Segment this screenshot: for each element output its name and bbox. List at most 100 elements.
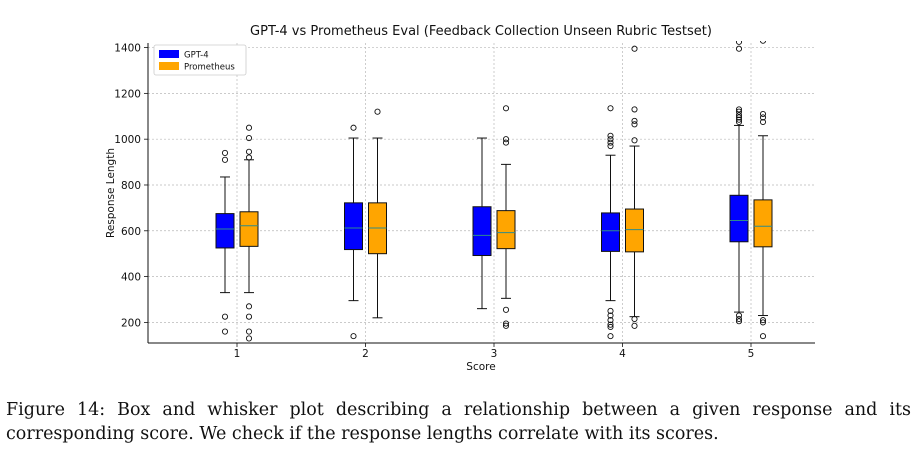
outlier-point <box>631 117 638 124</box>
box-gpt-4-score-2 <box>344 124 363 340</box>
box-iqr <box>472 206 492 257</box>
legend: GPT-4 Prometheus <box>153 44 247 76</box>
legend-swatch-gpt-4 <box>159 50 179 58</box>
box-plot-chart: GPT-4 vs Prometheus Eval (Feedback Colle… <box>105 24 815 373</box>
y-tick-label: 1200 <box>114 88 141 100</box>
outlier-point <box>735 106 743 113</box>
outlier-point <box>245 303 253 310</box>
outlier-point <box>245 154 253 161</box>
box-gpt-4-score-3 <box>472 137 492 310</box>
outlier-point <box>735 315 743 323</box>
outlier-point <box>735 41 743 45</box>
outlier-point <box>607 136 614 143</box>
outlier-point <box>221 328 229 335</box>
legend-swatch-prometheus <box>159 62 179 70</box>
outlier-point <box>245 134 253 142</box>
box-iqr <box>625 208 644 253</box>
outlier-point <box>631 106 638 113</box>
box-prometheus-score-4 <box>625 45 644 329</box>
box-gpt-4-score-4 <box>601 105 620 340</box>
outlier-point <box>759 114 767 121</box>
outlier-point <box>350 124 357 131</box>
box-prometheus-score-1 <box>239 124 259 342</box>
box-prometheus-score-5 <box>753 41 773 340</box>
chart-title: GPT-4 vs Prometheus Eval (Feedback Colle… <box>250 24 712 39</box>
outlier-point <box>607 321 614 328</box>
outlier-point <box>245 328 253 335</box>
outlier-point <box>221 156 229 163</box>
outlier-point <box>759 110 767 118</box>
outlier-point <box>350 333 357 340</box>
box-iqr <box>215 213 235 249</box>
outlier-point <box>735 108 743 115</box>
box-iqr <box>496 210 516 250</box>
box-iqr <box>601 212 620 252</box>
outlier-point <box>221 149 229 156</box>
outlier-point <box>735 118 743 126</box>
y-tick-label: 1000 <box>114 134 141 146</box>
outlier-point <box>221 313 229 320</box>
legend-label: Prometheus <box>184 63 235 73</box>
x-tick-label: 3 <box>491 348 498 360</box>
outlier-point <box>759 333 767 340</box>
outlier-point <box>759 319 767 326</box>
box-prometheus-score-2 <box>368 108 387 319</box>
x-tick-label: 4 <box>619 348 626 360</box>
outlier-point <box>502 139 510 146</box>
axis-ticks: 200 400 600 800 1000 1200 1400 1 2 3 4 5 <box>114 43 754 360</box>
outlier-point <box>607 323 614 331</box>
outlier-point <box>607 139 614 146</box>
outlier-point <box>759 41 767 44</box>
outlier-point <box>374 108 381 115</box>
outlier-point <box>502 136 510 143</box>
outlier-point <box>502 322 510 329</box>
outlier-point <box>631 137 638 144</box>
outlier-point <box>245 124 253 131</box>
box-iqr <box>239 211 259 247</box>
outlier-point <box>245 335 253 342</box>
y-tick-label: 200 <box>121 317 141 329</box>
outlier-point <box>502 306 510 313</box>
y-tick-label: 400 <box>121 272 141 284</box>
outlier-point <box>735 116 743 123</box>
outlier-point <box>735 112 743 119</box>
outlier-point <box>735 114 743 121</box>
outlier-point <box>631 315 638 323</box>
y-tick-label: 600 <box>121 226 141 238</box>
y-tick-label: 800 <box>121 180 141 192</box>
outlier-point <box>502 105 510 112</box>
x-tick-label: 2 <box>362 348 369 360</box>
box-prometheus-score-3 <box>496 105 516 329</box>
outlier-point <box>759 317 767 324</box>
y-axis-label: Response Length <box>105 148 117 238</box>
box-iqr <box>729 194 749 243</box>
outlier-point <box>502 320 510 327</box>
outlier-point <box>735 45 743 52</box>
legend-label: GPT-4 <box>184 51 209 61</box>
outlier-point <box>245 148 253 155</box>
outlier-point <box>631 45 638 52</box>
outlier-point <box>759 118 767 126</box>
y-tick-label: 1400 <box>114 43 141 55</box>
box-series <box>215 41 773 342</box>
outlier-point <box>607 333 614 340</box>
x-tick-label: 5 <box>748 348 755 360</box>
outlier-point <box>607 307 614 314</box>
outlier-point <box>607 143 614 150</box>
box-iqr <box>753 199 773 248</box>
outlier-point <box>735 318 743 325</box>
outlier-point <box>631 121 638 128</box>
box-gpt-4-score-5 <box>729 41 749 325</box>
box-iqr <box>344 202 363 251</box>
outlier-point <box>631 322 638 329</box>
outlier-point <box>735 312 743 319</box>
outlier-point <box>607 317 614 324</box>
figure-caption: Figure 14: Box and whisker plot describi… <box>6 400 911 444</box>
box-gpt-4-score-1 <box>215 149 235 335</box>
outlier-point <box>607 312 614 319</box>
outlier-point <box>607 105 614 112</box>
x-tick-label: 1 <box>234 348 241 360</box>
outlier-point <box>245 313 253 320</box>
x-axis-label: Score <box>466 361 495 373</box>
outlier-point <box>607 132 614 139</box>
